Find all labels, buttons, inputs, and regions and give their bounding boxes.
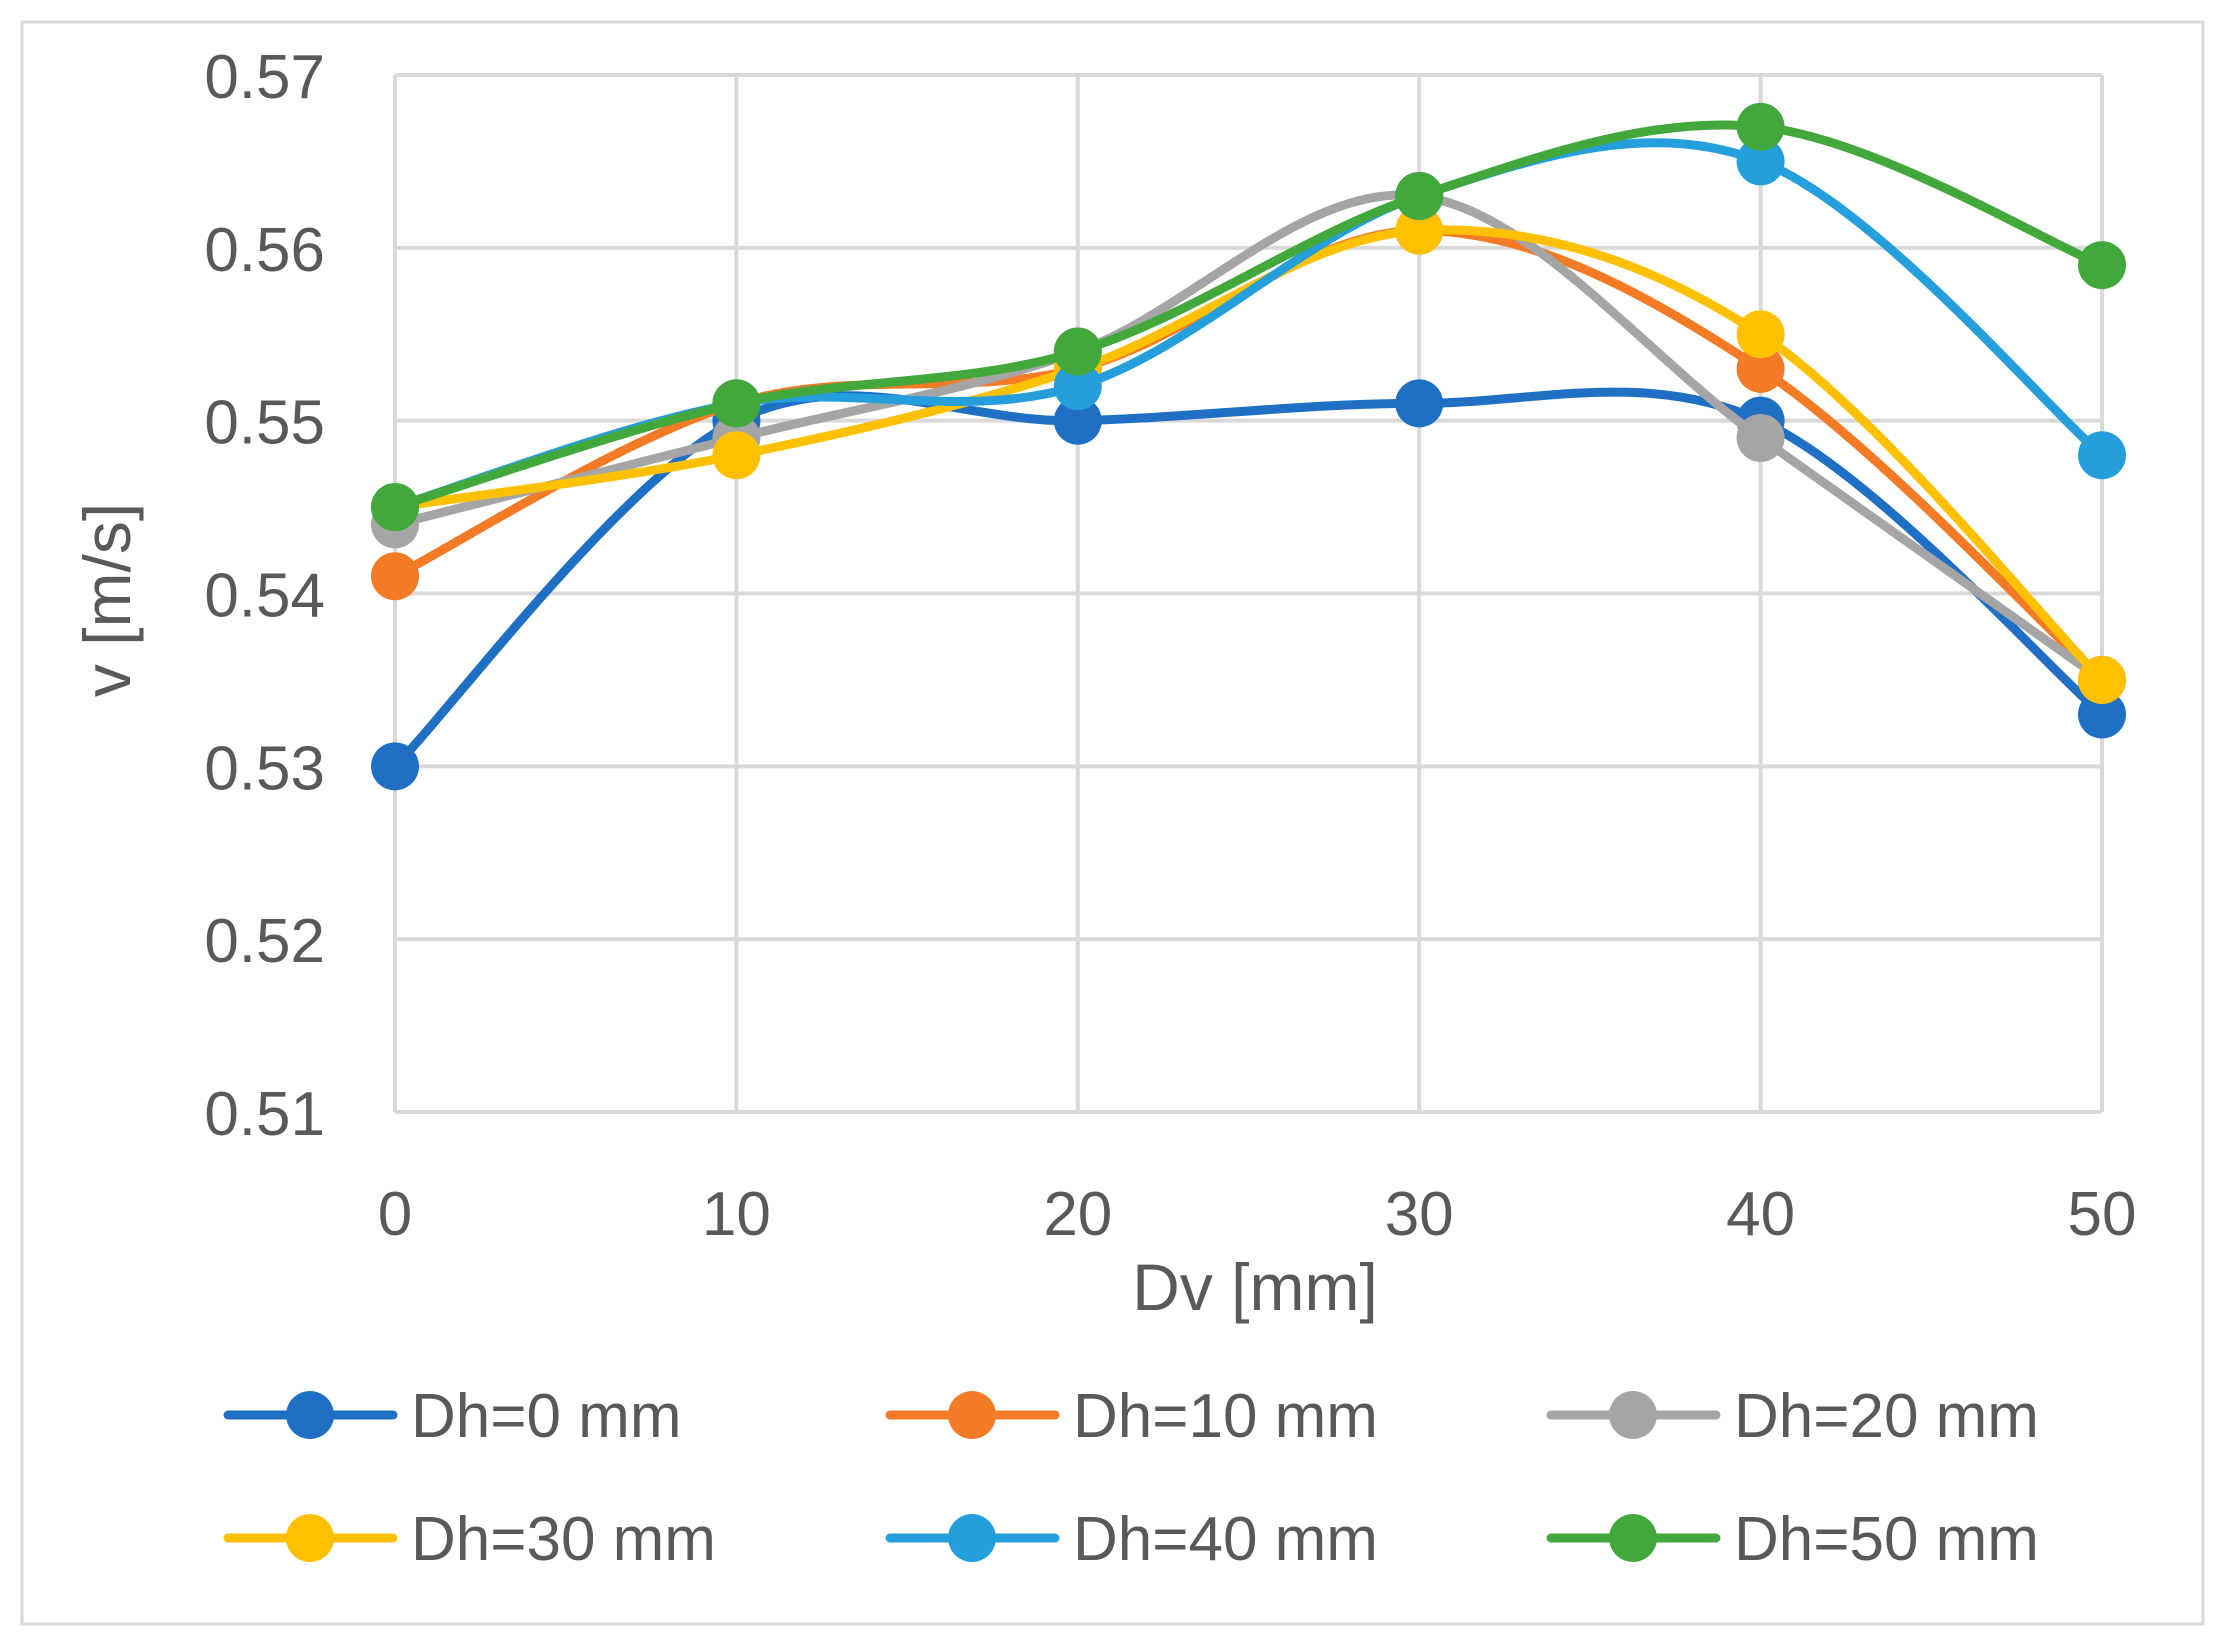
data-point [371, 742, 419, 791]
legend-swatch-marker [948, 1391, 996, 1439]
y-tick-label: 0.52 [204, 907, 325, 976]
y-tick-label: 0.51 [204, 1080, 325, 1149]
data-point [1395, 206, 1444, 255]
y-tick-label: 0.56 [204, 216, 325, 285]
chart-frame [20, 20, 2205, 1626]
y-tick-label: 0.53 [204, 734, 325, 803]
series-line [390, 190, 2107, 685]
y-tick-label: 0.57 [204, 43, 325, 112]
legend-item: Dh=40 mm [885, 1505, 1378, 1574]
legend-label: Dh=40 mm [1073, 1505, 1378, 1574]
legend-swatch-marker [948, 1514, 996, 1562]
x-tick-label: 10 [702, 1180, 771, 1249]
legend-label: Dh=0 mm [411, 1382, 681, 1451]
legend-item: Dh=20 mm [1546, 1382, 2039, 1451]
data-point [2078, 690, 2126, 739]
legend-item: Dh=50 mm [1546, 1505, 2039, 1574]
y-axis-title: v [m/s] [70, 503, 144, 697]
data-point [1736, 413, 1785, 462]
legend: Dh=0 mm Dh=10 mm Dh=20 mm Dh=30 mm Dh=40 mm D… [223, 1382, 2039, 1574]
legend-label: Dh=10 mm [1073, 1382, 1378, 1451]
data-point [1053, 327, 1102, 376]
legend-swatch-marker [1609, 1391, 1657, 1439]
data-point [1736, 137, 1785, 186]
data-point [2078, 655, 2126, 704]
data-point [1736, 102, 1785, 151]
legend-swatch-marker [286, 1391, 334, 1439]
legend-item: Dh=10 mm [885, 1382, 1378, 1451]
data-point [1395, 171, 1444, 220]
x-axis-title: Dv [mm] [1132, 1250, 1378, 1324]
data-point [712, 431, 761, 480]
legend-swatch-marker [1609, 1514, 1657, 1562]
x-tick-label: 50 [2068, 1180, 2137, 1249]
axis-layer: 0.51 0.52 0.53 0.54 0.55 0.56 0.57 0 10 20 30 40 50 [204, 43, 2136, 1249]
data-point [2078, 431, 2126, 480]
series-line [390, 120, 2107, 512]
y-tick-label: 0.55 [204, 389, 325, 458]
y-tick-label: 0.54 [204, 562, 325, 631]
x-tick-label: 40 [1726, 1180, 1795, 1249]
data-point [1053, 362, 1102, 411]
data-point [2078, 241, 2126, 290]
series-line [390, 387, 2107, 771]
legend-label: Dh=30 mm [411, 1505, 716, 1574]
x-tick-label: 20 [1043, 1180, 1112, 1249]
legend-label: Dh=20 mm [1734, 1382, 2039, 1451]
data-point [371, 483, 419, 532]
legend-label: Dh=50 mm [1734, 1505, 2039, 1574]
legend-item: Dh=0 mm [223, 1382, 681, 1451]
data-point [1395, 379, 1444, 428]
data-point [371, 552, 419, 601]
grid-layer [393, 73, 2104, 1114]
data-point [1736, 310, 1785, 359]
series-layer [371, 102, 2126, 791]
data-point [1736, 344, 1785, 393]
x-tick-label: 0 [378, 1180, 412, 1249]
legend-swatch-marker [286, 1514, 334, 1562]
series-6 [371, 102, 2126, 532]
data-point [1053, 396, 1102, 445]
legend-item: Dh=30 mm [223, 1505, 716, 1574]
x-tick-label: 30 [1385, 1180, 1454, 1249]
data-point [712, 379, 761, 428]
